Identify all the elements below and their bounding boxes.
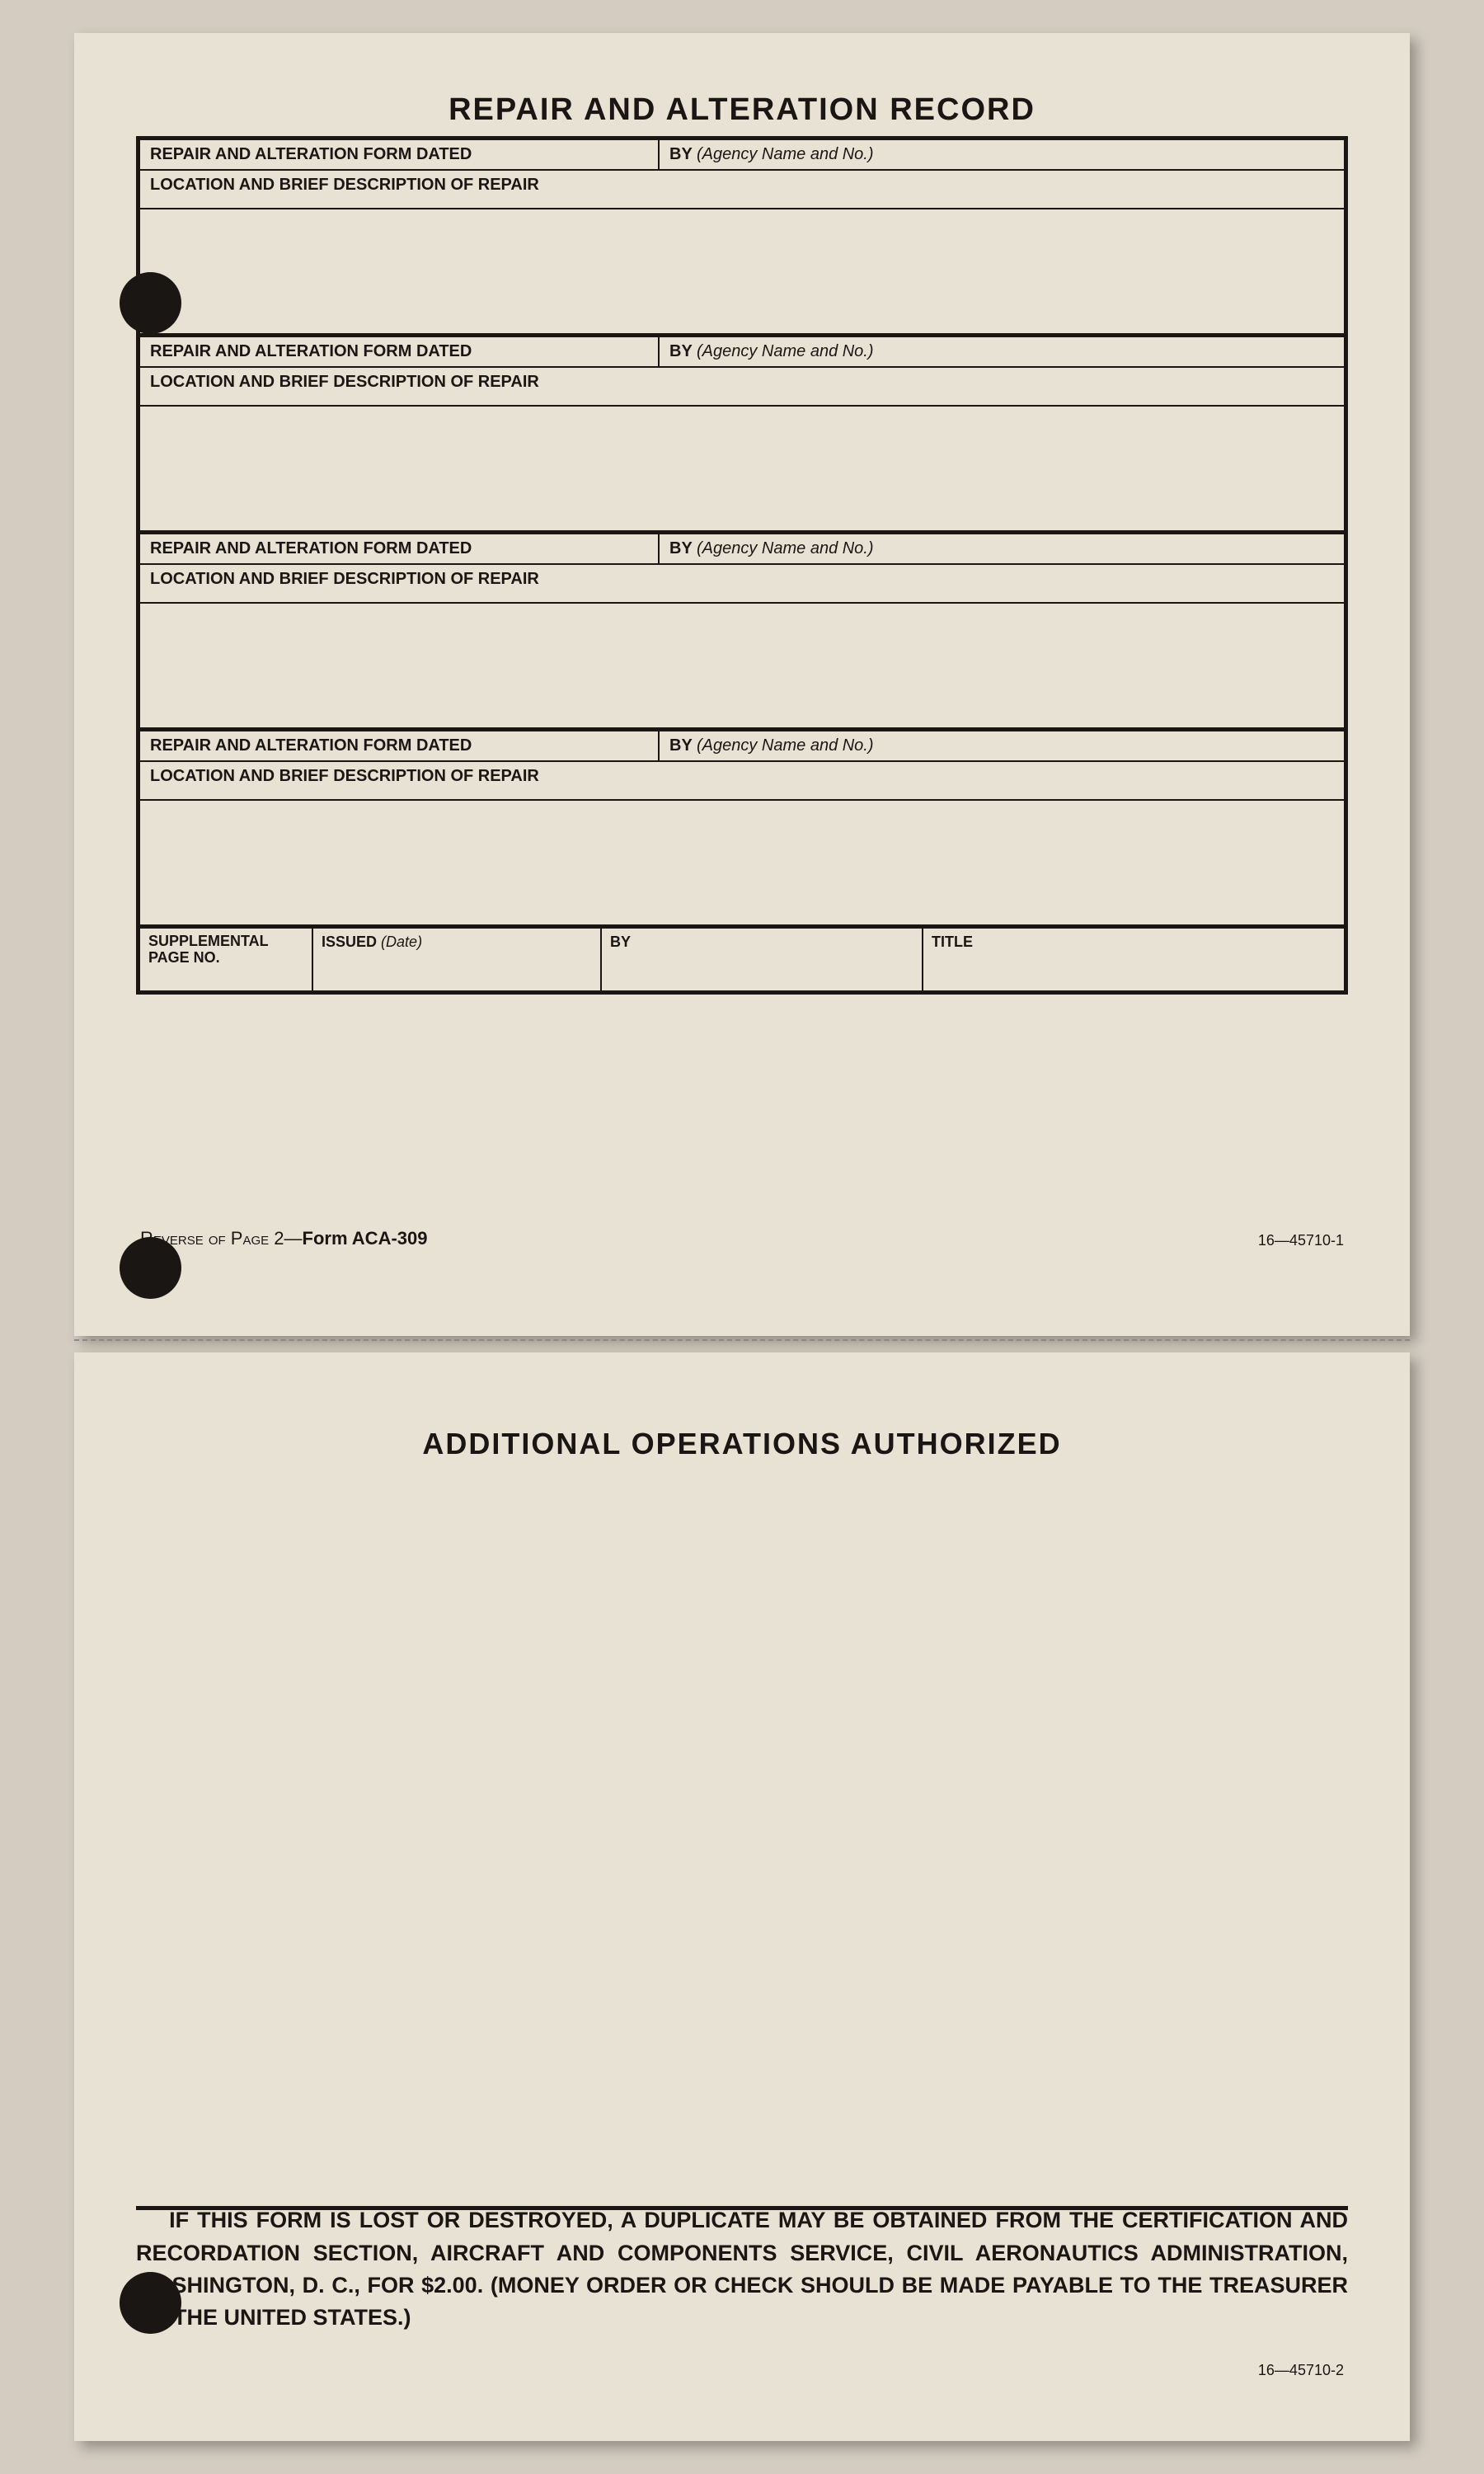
form-row: LOCATION AND BRIEF DESCRIPTION OF REPAIR [140, 368, 1344, 407]
form-row: REPAIR AND ALTERATION FORM DATED BY (Age… [140, 140, 1344, 171]
label-text: BY [669, 342, 692, 360]
empty-cell [140, 407, 1344, 530]
footer-code: 16—45710-1 [1258, 1232, 1344, 1249]
location-label: LOCATION AND BRIEF DESCRIPTION OF REPAIR [140, 565, 1344, 602]
form-dated-label: REPAIR AND ALTERATION FORM DATED [140, 140, 660, 169]
description-area [140, 209, 1344, 337]
title-label: TITLE [923, 929, 1344, 990]
footer-code: 16—45710-2 [1258, 2362, 1344, 2379]
page-title: REPAIR AND ALTERATION RECORD [74, 92, 1410, 128]
label-text: REPAIR AND ALTERATION FORM DATED [150, 342, 472, 360]
label-text: BY [669, 539, 692, 557]
notice-text: IF THIS FORM IS LOST OR DESTROYED, A DUP… [136, 2204, 1348, 2334]
by-label: BY (Agency Name and No.) [660, 337, 1344, 366]
page-bottom: ADDITIONAL OPERATIONS AUTHORIZED IF THIS… [74, 1352, 1410, 2441]
by-label: BY [602, 929, 923, 990]
label-text: BY [669, 145, 692, 163]
footer-reverse-note: Reverse of Page 2—Form ACA-309 [140, 1228, 428, 1249]
section-title: ADDITIONAL OPERATIONS AUTHORIZED [74, 1427, 1410, 1461]
label-text: REPAIR AND ALTERATION FORM DATED [150, 145, 472, 163]
label-text: REPAIR AND ALTERATION FORM DATED [150, 736, 472, 755]
label-hint: (Agency Name and No.) [697, 342, 874, 360]
form-row: LOCATION AND BRIEF DESCRIPTION OF REPAIR [140, 565, 1344, 604]
form-dated-label: REPAIR AND ALTERATION FORM DATED [140, 731, 660, 760]
label-hint: (Agency Name and No.) [697, 539, 874, 557]
by-label: BY (Agency Name and No.) [660, 534, 1344, 563]
issued-label: ISSUED (Date) [313, 929, 602, 990]
label-hint: (Date) [381, 934, 422, 950]
form-row: REPAIR AND ALTERATION FORM DATED BY (Age… [140, 731, 1344, 762]
repair-form-table: REPAIR AND ALTERATION FORM DATED BY (Age… [136, 136, 1348, 995]
description-area [140, 801, 1344, 929]
description-area [140, 407, 1344, 534]
by-label: BY (Agency Name and No.) [660, 731, 1344, 760]
label-text: BY [669, 736, 692, 755]
empty-cell [140, 209, 1344, 333]
label-hint: (Agency Name and No.) [697, 145, 874, 163]
perforation-line [74, 1339, 1410, 1341]
by-label: BY (Agency Name and No.) [660, 140, 1344, 169]
form-row: LOCATION AND BRIEF DESCRIPTION OF REPAIR [140, 171, 1344, 209]
footer-text: Reverse of Page 2— [140, 1228, 303, 1249]
form-row: LOCATION AND BRIEF DESCRIPTION OF REPAIR [140, 762, 1344, 801]
supp-page-label: SUPPLEMENTAL PAGE NO. [140, 929, 313, 990]
form-row: REPAIR AND ALTERATION FORM DATED BY (Age… [140, 337, 1344, 368]
label-text: ISSUED [322, 934, 377, 950]
page-top: REPAIR AND ALTERATION RECORD REPAIR AND … [74, 33, 1410, 1336]
form-name: Form ACA-309 [303, 1228, 428, 1249]
notice-content: IF THIS FORM IS LOST OR DESTROYED, A DUP… [136, 2208, 1348, 2329]
empty-cell [140, 604, 1344, 727]
label-text: REPAIR AND ALTERATION FORM DATED [150, 539, 472, 557]
form-row: REPAIR AND ALTERATION FORM DATED BY (Age… [140, 534, 1344, 565]
empty-cell [140, 801, 1344, 924]
location-label: LOCATION AND BRIEF DESCRIPTION OF REPAIR [140, 171, 1344, 208]
supplemental-row: SUPPLEMENTAL PAGE NO. ISSUED (Date) BY T… [140, 929, 1344, 990]
label-hint: (Agency Name and No.) [697, 736, 874, 755]
form-dated-label: REPAIR AND ALTERATION FORM DATED [140, 337, 660, 366]
description-area [140, 604, 1344, 731]
location-label: LOCATION AND BRIEF DESCRIPTION OF REPAIR [140, 762, 1344, 799]
location-label: LOCATION AND BRIEF DESCRIPTION OF REPAIR [140, 368, 1344, 405]
form-dated-label: REPAIR AND ALTERATION FORM DATED [140, 534, 660, 563]
